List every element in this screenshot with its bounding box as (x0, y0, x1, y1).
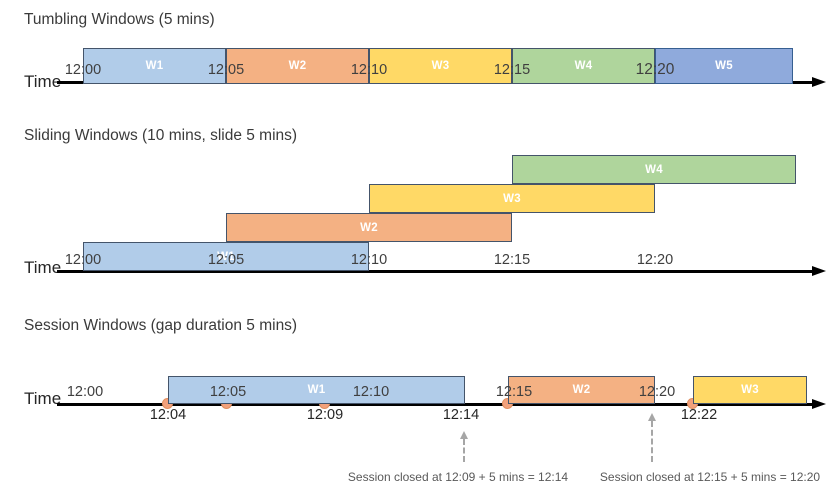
sliding-window-w2: W2 (226, 213, 512, 242)
tick-label: 12:05 (207, 252, 245, 268)
tumbling-window-w4: W4 (512, 48, 655, 84)
tumbling-window-w3: W3 (369, 48, 512, 84)
window-label: W3 (741, 384, 759, 396)
tumbling-section-title: Tumbling Windows (5 mins) (24, 11, 215, 28)
session-close-annotation: Session closed at 12:09 + 5 mins = 12:14 (347, 470, 569, 484)
arrowhead-icon (460, 431, 468, 439)
tick-label: 12:10 (352, 384, 390, 400)
sliding-time-axis-label: Time (24, 258, 62, 277)
dashed-up-arrow-icon (648, 413, 656, 462)
dashed-line (463, 439, 465, 462)
event-time-label: 12:04 (149, 407, 187, 423)
tick-label: 12:15 (493, 62, 531, 78)
session-axis-arrow-icon (812, 398, 826, 409)
sliding-window-w1: W1 (83, 242, 369, 271)
window-label: W2 (288, 60, 307, 72)
window-label: W2 (572, 384, 591, 396)
tumbling-window-w1: W1 (83, 48, 226, 84)
tick-label: 12:10 (350, 62, 388, 78)
tick-label: 12:05 (209, 384, 247, 400)
dashed-up-arrow-icon (460, 431, 468, 462)
session-close-time-label: 12:14 (442, 407, 480, 423)
window-label: W4 (645, 163, 663, 176)
session-time-axis-label: Time (24, 389, 62, 408)
window-label: W2 (360, 221, 378, 234)
sliding-window-w4: W4 (512, 155, 796, 184)
session-window-w2: W2 (508, 376, 655, 404)
window-label: W1 (307, 384, 326, 396)
tick-label: 12:00 (64, 252, 102, 268)
tick-label: 12:20 (636, 252, 674, 268)
tick-label: 12:05 (207, 62, 245, 78)
tick-label: 12:10 (350, 252, 388, 268)
window-label: W5 (715, 60, 733, 72)
event-time-label: 12:22 (680, 407, 718, 423)
dashed-line (651, 421, 653, 462)
sliding-window-w3: W3 (369, 184, 655, 213)
tick-label: 12:20 (638, 384, 676, 400)
window-label: W1 (145, 60, 164, 72)
event-time-label: 12:09 (306, 407, 344, 423)
tick-label: 12:20 (635, 61, 675, 78)
window-label: W3 (503, 192, 521, 205)
tumbling-window-w5: W5 (655, 48, 793, 84)
window-label: W4 (574, 60, 593, 72)
session-close-annotation: Session closed at 12:15 + 5 mins = 12:20 (599, 470, 821, 484)
window-label: W1 (217, 250, 235, 263)
sliding-time-axis (57, 270, 814, 273)
sliding-axis-arrow-icon (812, 265, 826, 276)
session-time-axis (57, 403, 814, 406)
tick-label: 12:15 (493, 252, 531, 268)
tick-label: 12:15 (495, 384, 533, 400)
window-label: W3 (431, 60, 450, 72)
tick-label: 12:00 (64, 62, 102, 78)
sliding-section-title: Sliding Windows (10 mins, slide 5 mins) (24, 127, 298, 144)
tumbling-time-axis-label: Time (24, 72, 62, 91)
tick-label: 12:00 (66, 384, 104, 400)
session-window-w3: W3 (693, 376, 807, 404)
session-section-title: Session Windows (gap duration 5 mins) (24, 317, 298, 334)
arrowhead-icon (648, 413, 656, 421)
tumbling-axis-arrow-icon (812, 76, 826, 87)
session-window-w1: W1 (168, 376, 465, 404)
tumbling-window-w2: W2 (226, 48, 369, 84)
